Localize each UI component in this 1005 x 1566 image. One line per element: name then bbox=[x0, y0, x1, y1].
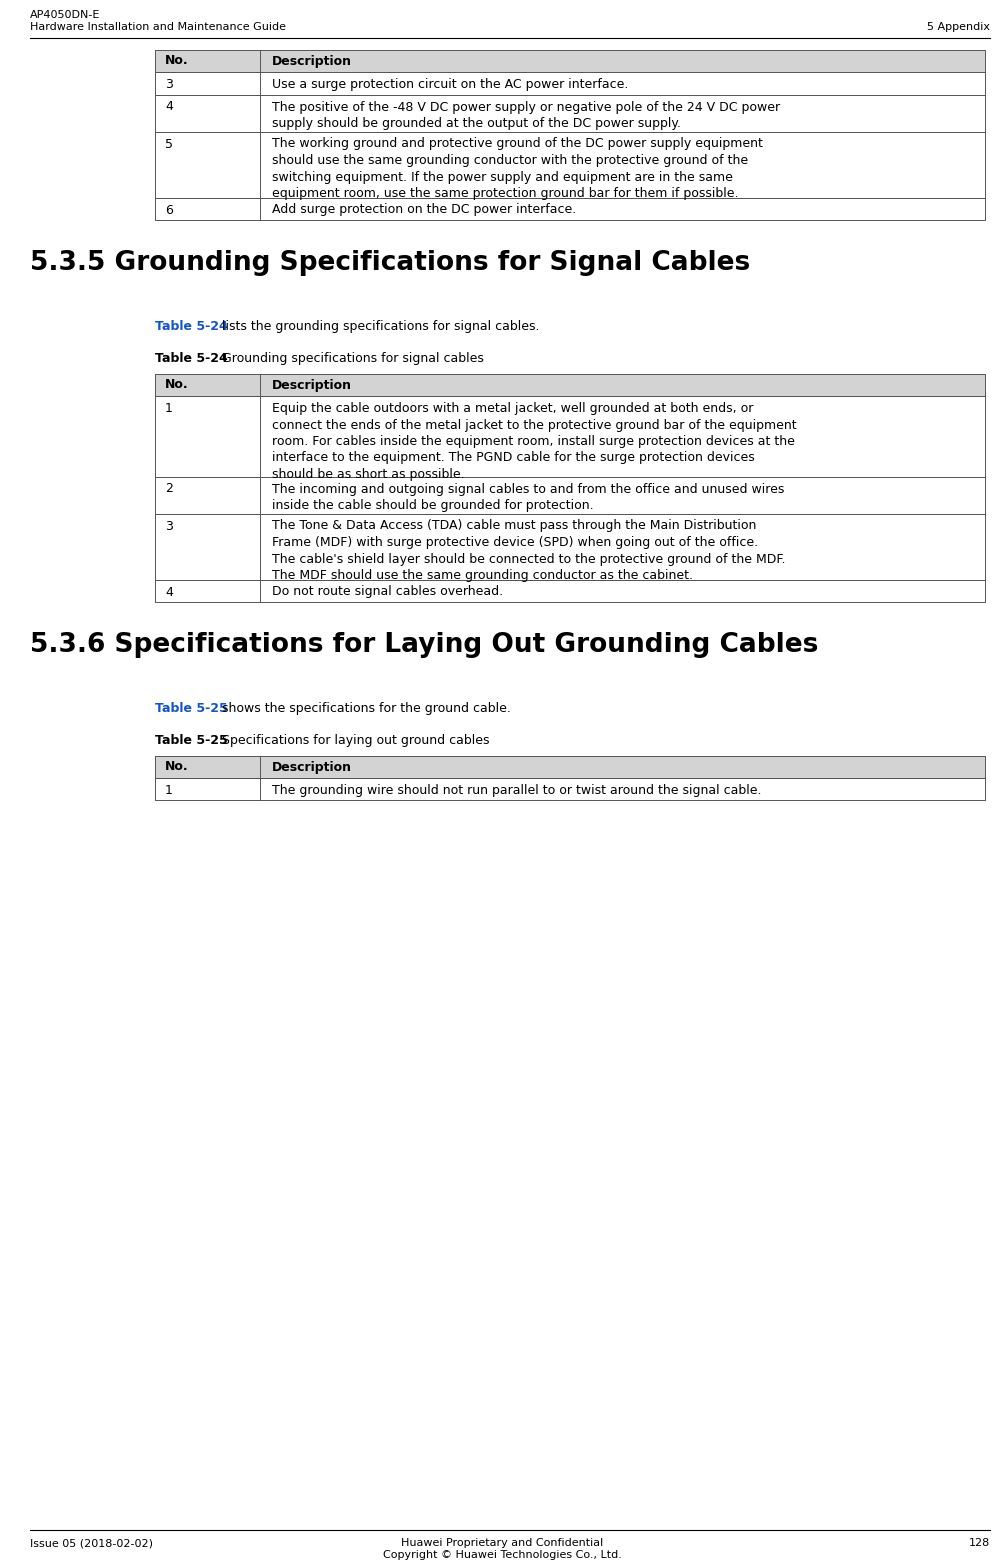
Text: Grounding specifications for signal cables: Grounding specifications for signal cabl… bbox=[218, 352, 483, 365]
Text: Table 5-24: Table 5-24 bbox=[155, 319, 228, 334]
Bar bbox=[155, 778, 985, 800]
Bar bbox=[155, 514, 985, 579]
Text: Copyright © Huawei Technologies Co., Ltd.: Copyright © Huawei Technologies Co., Ltd… bbox=[383, 1550, 622, 1560]
Bar bbox=[155, 396, 985, 476]
Text: 5.3.5 Grounding Specifications for Signal Cables: 5.3.5 Grounding Specifications for Signa… bbox=[30, 251, 751, 276]
Text: 128: 128 bbox=[969, 1538, 990, 1549]
Bar bbox=[155, 756, 985, 778]
Text: 4: 4 bbox=[165, 100, 173, 113]
Text: 3: 3 bbox=[165, 78, 173, 91]
Text: shows the specifications for the ground cable.: shows the specifications for the ground … bbox=[218, 702, 511, 716]
Bar bbox=[155, 132, 985, 197]
Bar bbox=[155, 94, 985, 132]
Bar bbox=[155, 374, 985, 396]
Text: Description: Description bbox=[272, 55, 352, 67]
Text: 5: 5 bbox=[165, 138, 173, 150]
Text: Add surge protection on the DC power interface.: Add surge protection on the DC power int… bbox=[272, 204, 576, 216]
Text: 1: 1 bbox=[165, 785, 173, 797]
Text: 1: 1 bbox=[165, 402, 173, 415]
Text: 2: 2 bbox=[165, 482, 173, 495]
Bar bbox=[155, 72, 985, 94]
Text: 5 Appendix: 5 Appendix bbox=[927, 22, 990, 31]
Text: The incoming and outgoing signal cables to and from the office and unused wires
: The incoming and outgoing signal cables … bbox=[272, 482, 784, 512]
Text: 4: 4 bbox=[165, 586, 173, 598]
Bar bbox=[155, 476, 985, 514]
Text: Table 5-24: Table 5-24 bbox=[155, 352, 228, 365]
Text: Specifications for laying out ground cables: Specifications for laying out ground cab… bbox=[218, 734, 489, 747]
Text: AP4050DN-E: AP4050DN-E bbox=[30, 9, 100, 20]
Text: The Tone & Data Access (TDA) cable must pass through the Main Distribution
Frame: The Tone & Data Access (TDA) cable must … bbox=[272, 520, 786, 583]
Text: Table 5-25: Table 5-25 bbox=[155, 702, 228, 716]
Text: Description: Description bbox=[272, 379, 352, 392]
Text: No.: No. bbox=[165, 761, 189, 774]
Text: Hardware Installation and Maintenance Guide: Hardware Installation and Maintenance Gu… bbox=[30, 22, 286, 31]
Bar bbox=[155, 50, 985, 72]
Bar bbox=[155, 579, 985, 601]
Text: No.: No. bbox=[165, 379, 189, 392]
Text: The grounding wire should not run parallel to or twist around the signal cable.: The grounding wire should not run parall… bbox=[272, 785, 762, 797]
Text: Description: Description bbox=[272, 761, 352, 774]
Text: No.: No. bbox=[165, 55, 189, 67]
Text: lists the grounding specifications for signal cables.: lists the grounding specifications for s… bbox=[218, 319, 540, 334]
Text: 5.3.6 Specifications for Laying Out Grounding Cables: 5.3.6 Specifications for Laying Out Grou… bbox=[30, 633, 818, 658]
Text: 3: 3 bbox=[165, 520, 173, 532]
Bar bbox=[155, 197, 985, 219]
Text: Use a surge protection circuit on the AC power interface.: Use a surge protection circuit on the AC… bbox=[272, 78, 628, 91]
Text: Table 5-25: Table 5-25 bbox=[155, 734, 228, 747]
Text: Do not route signal cables overhead.: Do not route signal cables overhead. bbox=[272, 586, 504, 598]
Text: Issue 05 (2018-02-02): Issue 05 (2018-02-02) bbox=[30, 1538, 153, 1549]
Text: The positive of the -48 V DC power supply or negative pole of the 24 V DC power
: The positive of the -48 V DC power suppl… bbox=[272, 100, 780, 130]
Text: The working ground and protective ground of the DC power supply equipment
should: The working ground and protective ground… bbox=[272, 138, 763, 200]
Text: 6: 6 bbox=[165, 204, 173, 216]
Text: Equip the cable outdoors with a metal jacket, well grounded at both ends, or
con: Equip the cable outdoors with a metal ja… bbox=[272, 402, 797, 481]
Text: Huawei Proprietary and Confidential: Huawei Proprietary and Confidential bbox=[401, 1538, 604, 1549]
